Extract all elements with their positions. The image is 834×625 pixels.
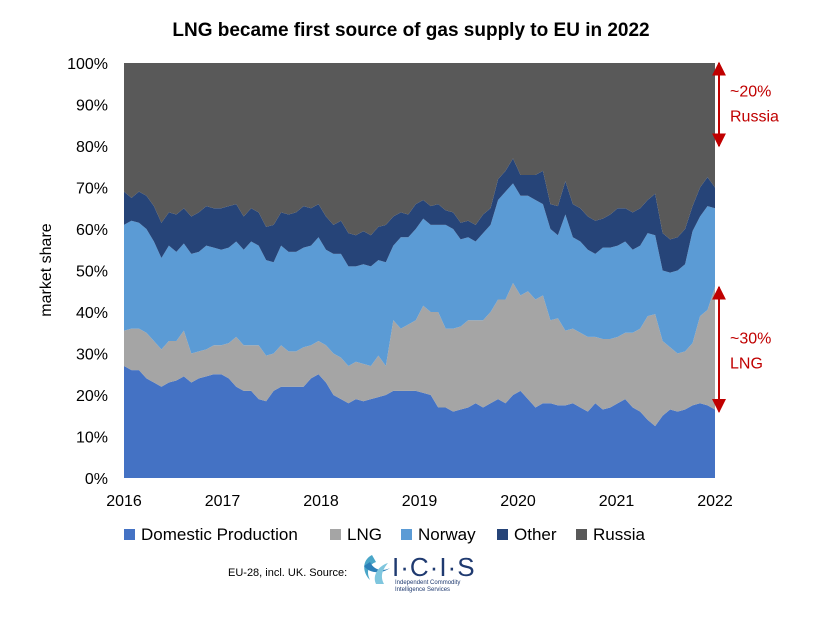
y-tick-label: 90% xyxy=(76,98,108,115)
legend-label: Domestic Production xyxy=(141,525,298,544)
y-tick-label: 100% xyxy=(67,56,108,73)
y-tick-label: 30% xyxy=(76,347,108,364)
x-tick-label: 2021 xyxy=(599,493,635,510)
y-tick-label: 50% xyxy=(76,264,108,281)
logo-text: I·C·I·S xyxy=(392,552,476,582)
chart-title: LNG became first source of gas supply to… xyxy=(172,20,649,41)
logo-swirl-c xyxy=(374,563,388,584)
annotation-value: ~30% xyxy=(730,330,771,347)
x-tick-label: 2020 xyxy=(500,493,536,510)
annotation-value: ~20% xyxy=(730,84,771,101)
annotation-label: LNG xyxy=(730,355,763,372)
x-tick-label: 2022 xyxy=(697,493,733,510)
y-tick-label: 0% xyxy=(85,471,108,488)
y-tick-label: 10% xyxy=(76,430,108,447)
legend-swatch xyxy=(497,529,508,540)
logo-swirl-b xyxy=(364,562,390,573)
source-note: EU-28, incl. UK. Source: xyxy=(228,567,347,579)
legend-swatch xyxy=(330,529,341,540)
area-norway xyxy=(124,183,715,366)
logo-subtitle-2: Intelligence Services xyxy=(395,587,450,593)
annotation-label: Russia xyxy=(730,109,779,126)
legend-swatch xyxy=(576,529,587,540)
x-tick-label: 2019 xyxy=(402,493,438,510)
annotations: ~20% Russia ~30% LNG xyxy=(712,61,779,414)
x-tick-label: 2017 xyxy=(205,493,241,510)
legend-swatch xyxy=(401,529,412,540)
y-tick-label: 40% xyxy=(76,305,108,322)
legend-label: Norway xyxy=(418,525,476,544)
legend-label: Other xyxy=(514,525,557,544)
area-russia xyxy=(124,63,715,240)
x-axis: 2016 2017 2018 2019 2020 2021 2022 xyxy=(106,493,733,510)
logo-swirl-a xyxy=(364,555,376,580)
x-tick-label: 2018 xyxy=(303,493,339,510)
logo-subtitle-1: Independent Commodity xyxy=(395,580,460,586)
legend: Domestic Production LNG Norway Other Russia xyxy=(124,525,646,544)
legend-label: Russia xyxy=(593,525,646,544)
area-lng xyxy=(124,282,715,427)
y-tick-label: 60% xyxy=(76,222,108,239)
y-tick-label: 70% xyxy=(76,181,108,198)
legend-swatch xyxy=(124,529,135,540)
icis-logo: I·C·I·S Independent Commodity Intelligen… xyxy=(364,552,476,593)
y-axis-label: market share xyxy=(38,223,55,316)
y-tick-label: 80% xyxy=(76,139,108,156)
x-tick-label: 2016 xyxy=(106,493,142,510)
area-domestic-production xyxy=(124,365,715,478)
plot-area xyxy=(124,63,715,478)
y-tick-label: 20% xyxy=(76,388,108,405)
legend-label: LNG xyxy=(347,525,382,544)
y-axis: 0% 10% 20% 30% 40% 50% 60% 70% 80% 90% 100% xyxy=(67,56,108,488)
area-other xyxy=(124,158,715,273)
